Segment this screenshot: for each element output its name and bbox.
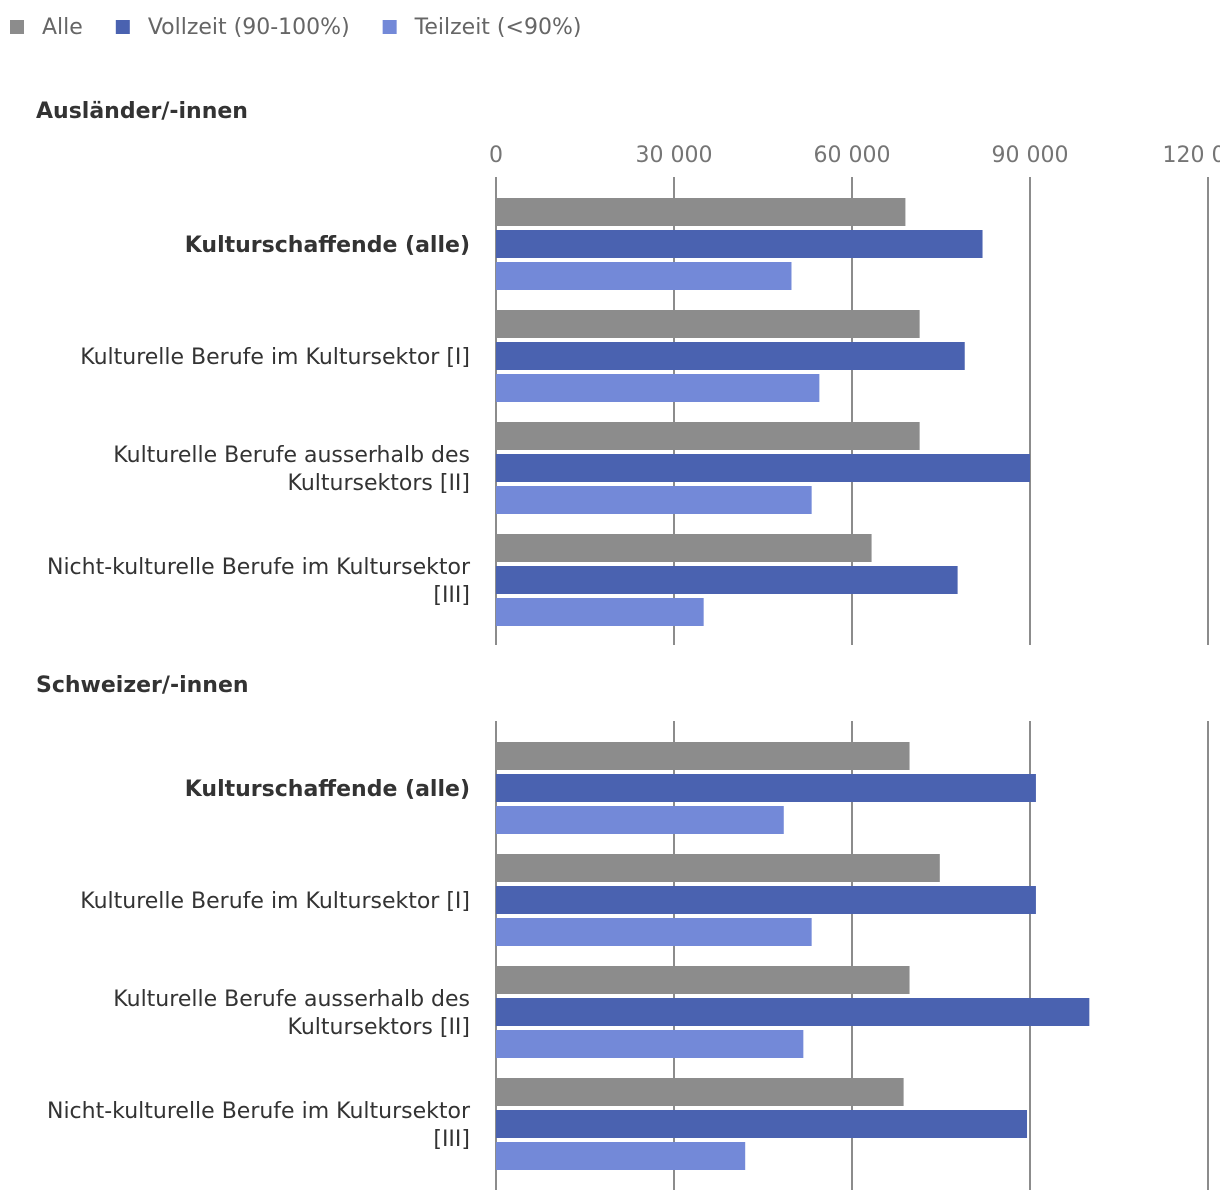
bar-p1-c2-s1 <box>496 310 920 338</box>
category-label-p2-c4-line2: [III] <box>433 1127 470 1152</box>
bar-p1-c1-s3 <box>496 262 792 290</box>
bar-p2-c1-s3 <box>496 806 784 834</box>
bar-p2-c4-s3 <box>496 1142 746 1170</box>
legend-label-3: Teilzeit (<90%) <box>414 15 582 40</box>
bar-p1-c2-s3 <box>496 374 820 402</box>
bar-p1-c2-s2 <box>496 342 965 370</box>
bar-p2-c1-s2 <box>496 774 1036 802</box>
category-label-p1-c2: Kulturelle Berufe im Kultursektor [I] <box>80 345 470 370</box>
category-label-p2-c3-line2: Kultursektors [II] <box>288 1015 470 1040</box>
bar-p2-c2-s3 <box>496 918 812 946</box>
bar-p1-c1-s2 <box>496 230 983 258</box>
bar-p2-c3-s2 <box>496 998 1090 1026</box>
bar-p2-c3-s3 <box>496 1030 804 1058</box>
panel-title-1: Ausländer/-innen <box>36 99 248 124</box>
legend-swatch-3 <box>382 20 397 34</box>
bar-p1-c4-s2 <box>496 566 958 594</box>
legend-label-2: Vollzeit (90-100%) <box>148 15 350 40</box>
tick-label-4: 90 000 <box>992 143 1069 168</box>
bar-p2-c4-s1 <box>496 1078 904 1106</box>
category-label-p1-c1: Kulturschaffende (alle) <box>185 233 470 258</box>
category-label-p2-c4-line1: Nicht-kulturelle Berufe im Kultursektor <box>47 1099 471 1124</box>
category-label-p1-c4-line1: Nicht-kulturelle Berufe im Kultursektor <box>47 555 471 580</box>
category-label-p1-c3-line2: Kultursektors [II] <box>288 471 470 496</box>
bar-p2-c2-s2 <box>496 886 1036 914</box>
bar-p2-c3-s1 <box>496 966 910 994</box>
bar-p1-c3-s1 <box>496 422 920 450</box>
category-label-p1-c4-line2: [III] <box>433 583 470 608</box>
bar-p2-c1-s1 <box>496 742 910 770</box>
bar-p1-c1-s1 <box>496 198 906 226</box>
bar-p2-c4-s2 <box>496 1110 1028 1138</box>
category-label-p2-c1: Kulturschaffende (alle) <box>185 777 470 802</box>
category-label-p2-c3-line1: Kulturelle Berufe ausserhalb des <box>113 987 470 1012</box>
panel-title-2: Schweizer/-innen <box>36 673 249 698</box>
bar-p1-c4-s3 <box>496 598 704 626</box>
legend-swatch-2 <box>115 20 130 34</box>
bar-p1-c4-s1 <box>496 534 872 562</box>
bar-p1-c3-s2 <box>496 454 1030 482</box>
category-label-p1-c3-line1: Kulturelle Berufe ausserhalb des <box>113 443 470 468</box>
legend-swatch-1 <box>10 20 24 34</box>
tick-label-3: 60 000 <box>814 143 891 168</box>
tick-label-5: 120 000 <box>1163 143 1220 168</box>
tick-label-1: 0 <box>489 143 503 168</box>
category-label-p2-c2: Kulturelle Berufe im Kultursektor [I] <box>80 889 470 914</box>
tick-label-2: 30 000 <box>636 143 713 168</box>
legend-label-1: Alle <box>42 15 83 40</box>
bar-p2-c2-s1 <box>496 854 940 882</box>
bar-p1-c3-s3 <box>496 486 812 514</box>
